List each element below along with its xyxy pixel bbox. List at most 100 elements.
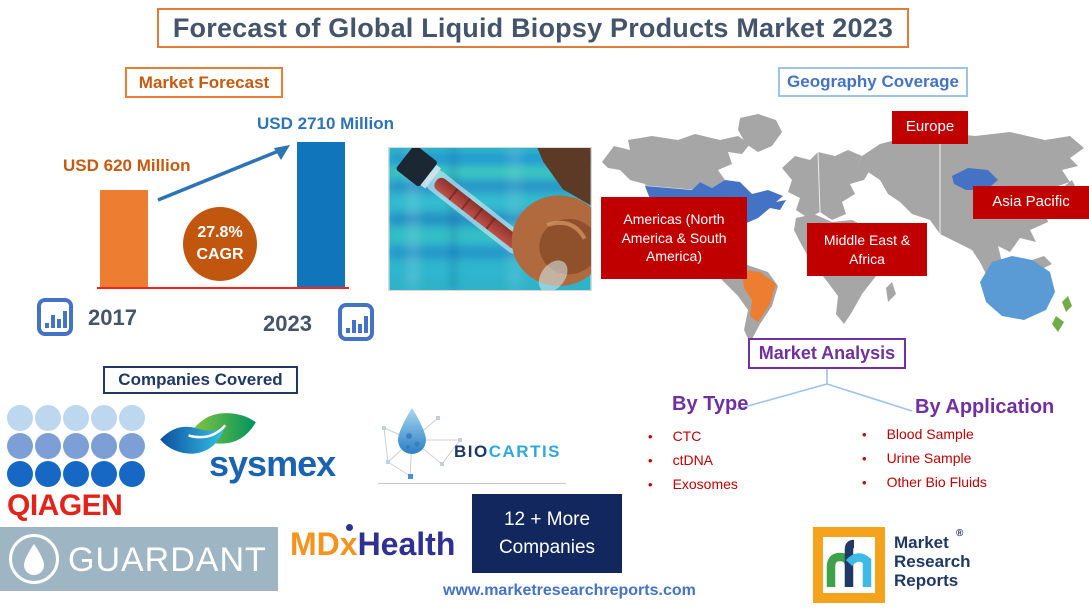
biocartis-wordmark: BIOCARTIS bbox=[454, 442, 561, 462]
by-application-list: • Blood Sample • Urine Sample • Other Bio F… bbox=[862, 426, 987, 498]
more-companies-badge: 12 + More Companies bbox=[472, 494, 622, 573]
value-label-2017: USD 620 Million bbox=[63, 156, 191, 175]
list-item: • Blood Sample bbox=[862, 426, 987, 442]
map-europe bbox=[782, 150, 870, 220]
page-title: Forecast of Global Liquid Biopsy Product… bbox=[157, 8, 909, 48]
mrr-m-icon bbox=[813, 527, 885, 603]
by-application-heading: By Application bbox=[915, 396, 1055, 418]
biocartis-droplet-icon bbox=[382, 408, 462, 479]
map-island bbox=[1032, 256, 1052, 270]
bullet-icon: • bbox=[648, 429, 653, 444]
biocartis-cartis: CARTIS bbox=[488, 442, 562, 461]
bullet-icon: • bbox=[648, 453, 653, 468]
market-forecast-heading-text: Market Forecast bbox=[138, 72, 270, 92]
bullet-icon: • bbox=[862, 427, 867, 442]
bar-chart-icon bbox=[338, 303, 374, 341]
region-label-americas-text: Americas (North America & South America) bbox=[621, 210, 727, 265]
sysmex-logo: sysmex bbox=[157, 407, 359, 484]
mrr-line1: Market bbox=[894, 533, 949, 552]
bullet-icon: • bbox=[862, 475, 867, 490]
mdx-person-dot-icon bbox=[345, 524, 353, 531]
mdx-md: MD bbox=[290, 526, 340, 562]
geography-coverage-heading-text: Geography Coverage bbox=[787, 72, 959, 91]
sysmex-wave-icon bbox=[160, 413, 256, 454]
axis-year-2023: 2023 bbox=[263, 311, 312, 336]
qiagen-wordmark: QIAGEN bbox=[7, 489, 123, 522]
biocartis-logo: BIOCARTIS bbox=[378, 402, 566, 484]
map-new-zealand bbox=[1062, 296, 1072, 312]
market-research-reports-logo: Market Research Reports ® bbox=[813, 527, 971, 603]
map-new-zealand bbox=[1052, 316, 1064, 332]
divider bbox=[378, 483, 566, 484]
market-analysis-heading: Market Analysis bbox=[748, 338, 906, 369]
map-australia-highlight bbox=[980, 256, 1055, 320]
guardant-droplet-icon bbox=[9, 534, 59, 584]
mrr-wordmark: Market Research Reports ® bbox=[894, 528, 971, 591]
list-item: • Urine Sample bbox=[862, 450, 987, 466]
by-type-heading: By Type bbox=[672, 393, 749, 415]
mrr-line2: Research bbox=[894, 552, 971, 572]
map-madagascar bbox=[886, 282, 896, 302]
mdx-x-letter: x bbox=[339, 526, 358, 562]
bullet-icon: • bbox=[862, 451, 867, 466]
qiagen-dots-icon bbox=[7, 405, 149, 487]
by-type-item: CTC bbox=[672, 428, 702, 444]
qiagen-logo: QIAGEN bbox=[7, 405, 149, 523]
by-application-item: Blood Sample bbox=[886, 426, 974, 442]
guardant-wordmark: GUARDANT bbox=[68, 541, 267, 579]
region-label-americas: Americas (North America & South America) bbox=[601, 197, 747, 279]
region-label-asia-pacific-text: Asia Pacific bbox=[992, 193, 1070, 211]
guardant-logo: GUARDANT bbox=[0, 527, 278, 591]
map-asia bbox=[858, 132, 1084, 278]
biocartis-bio: BIO bbox=[454, 442, 489, 461]
chart-baseline bbox=[97, 287, 349, 289]
region-label-mea-text: Middle East & Africa bbox=[823, 231, 911, 267]
bar-2023 bbox=[297, 142, 345, 287]
website-link[interactable]: www.marketresearchreports.com bbox=[443, 582, 696, 599]
companies-covered-heading-text: Companies Covered bbox=[118, 370, 283, 389]
by-type-item: ctDNA bbox=[672, 452, 714, 468]
mrr-line3: Reports bbox=[894, 571, 959, 591]
sysmex-wordmark: sysmex bbox=[209, 443, 336, 484]
growth-arrow-icon bbox=[157, 145, 290, 202]
region-label-middle-east-africa: Middle East & Africa bbox=[807, 223, 927, 276]
page-title-text: Forecast of Global Liquid Biopsy Product… bbox=[172, 12, 894, 43]
companies-covered-heading: Companies Covered bbox=[103, 366, 298, 394]
region-label-europe-text: Europe bbox=[905, 118, 955, 136]
map-mongolia-highlight bbox=[952, 168, 998, 190]
by-application-item: Other Bio Fluids bbox=[886, 474, 987, 490]
region-label-europe: Europe bbox=[892, 111, 968, 144]
more-companies-line2: Companies bbox=[498, 536, 596, 558]
blood-test-tube-photo bbox=[388, 147, 592, 291]
value-label-2023: USD 2710 Million bbox=[257, 114, 394, 133]
more-companies-line1: 12 + More bbox=[503, 508, 591, 530]
cagr-badge: 27.8% CAGR bbox=[183, 207, 257, 281]
list-item: • ctDNA bbox=[648, 452, 738, 468]
branch-connector-lines bbox=[736, 369, 913, 412]
geography-coverage-heading: Geography Coverage bbox=[778, 67, 968, 97]
list-item: • Exosomes bbox=[648, 476, 738, 492]
world-map bbox=[602, 114, 1084, 343]
by-type-list: • CTC • ctDNA • Exosomes bbox=[648, 428, 738, 500]
map-brazil-highlight bbox=[742, 270, 776, 322]
by-type-item: Exosomes bbox=[672, 476, 738, 492]
bar-2017 bbox=[100, 190, 148, 287]
axis-year-2017: 2017 bbox=[88, 305, 137, 330]
mdx-x: x bbox=[339, 524, 358, 562]
bullet-icon: • bbox=[648, 477, 653, 492]
map-north-america bbox=[602, 134, 750, 194]
market-forecast-heading: Market Forecast bbox=[125, 67, 283, 98]
registered-trademark: ® bbox=[956, 528, 964, 539]
bar-chart-icon bbox=[37, 298, 73, 336]
cagr-value: 27.8% bbox=[197, 224, 243, 242]
market-analysis-heading-text: Market Analysis bbox=[758, 343, 896, 363]
mdxhealth-logo: MDx Health bbox=[290, 524, 456, 563]
map-greenland bbox=[738, 114, 782, 152]
hand bbox=[511, 148, 591, 290]
by-application-item: Urine Sample bbox=[886, 450, 972, 466]
mdx-health: Health bbox=[357, 526, 456, 562]
list-item: • Other Bio Fluids bbox=[862, 474, 987, 490]
region-label-asia-pacific: Asia Pacific bbox=[973, 186, 1089, 219]
list-item: • CTC bbox=[648, 428, 738, 444]
